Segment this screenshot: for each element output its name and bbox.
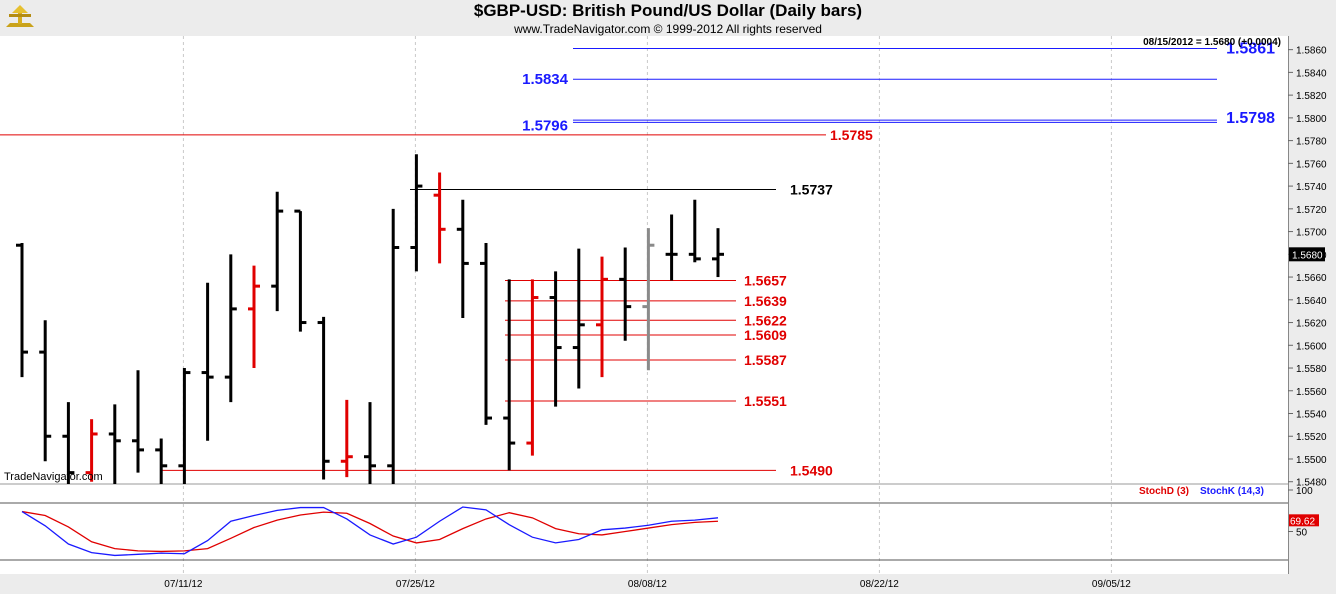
y-tick-label: 1.5520 — [1296, 432, 1327, 443]
price-level-label: 1.5785 — [830, 127, 873, 143]
stoch-current-label: 69.62 — [1290, 516, 1315, 527]
ohlc-bar — [155, 438, 168, 484]
y-tick-label: 1.5560 — [1296, 387, 1327, 398]
ohlc-bar — [642, 228, 655, 371]
ohlc-bar — [503, 279, 516, 471]
y-tick-label: 1.5700 — [1296, 228, 1327, 239]
price-level-label: 1.5587 — [744, 352, 787, 368]
price-plot-area — [0, 36, 1288, 484]
ohlc-bar — [387, 208, 400, 484]
y-tick-label: 1.5640 — [1296, 296, 1327, 307]
ohlc-bar — [85, 419, 98, 482]
ohlc-bar — [340, 399, 353, 478]
y-tick-label: 1.5620 — [1296, 319, 1327, 330]
y-tick-label: 1.5720 — [1296, 205, 1327, 216]
stoch-y-tick-label: 100 — [1296, 486, 1313, 497]
price-level-label: 1.5609 — [744, 327, 787, 343]
y-tick-label: 1.5540 — [1296, 410, 1327, 421]
watermark-text: TradeNavigator.com — [4, 471, 103, 483]
price-level-label: 1.5796 — [522, 117, 568, 134]
ohlc-bar — [712, 228, 724, 278]
ohlc-bar — [248, 265, 260, 369]
stoch-y-tick-label: 50 — [1296, 528, 1308, 539]
last-quote-label: 08/15/2012 = 1.5680 (+0.0004) — [1143, 37, 1281, 48]
ohlc-bar — [549, 271, 562, 407]
ohlc-bar — [665, 214, 678, 281]
copyright-text: www.TradeNavigator.com © 1999-2012 All r… — [514, 22, 822, 36]
price-level-label: 1.5551 — [744, 393, 787, 409]
price-level-label: 1.5657 — [744, 272, 787, 288]
price-level-label: 1.5861 — [1226, 41, 1275, 58]
stoch-k-line — [21, 506, 719, 557]
ohlc-bar — [410, 154, 423, 272]
price-level-label: 1.5639 — [744, 293, 787, 309]
x-tick-label: 07/11/12 — [164, 579, 203, 590]
y-tick-label: 1.5820 — [1296, 91, 1327, 102]
chart-title: $GBP-USD: British Pound/US Dollar (Daily… — [473, 1, 863, 20]
y-tick-label: 1.5780 — [1296, 137, 1327, 148]
ohlc-bar — [526, 279, 539, 456]
ohlc-bar — [688, 199, 701, 263]
ohlc-bar — [178, 368, 191, 484]
ohlc-bar — [132, 370, 144, 473]
y-tick-label: 1.5760 — [1296, 159, 1327, 170]
x-tick-label: 09/05/12 — [1092, 579, 1131, 590]
y-tick-label: 1.5740 — [1296, 182, 1327, 193]
ohlc-bar — [62, 402, 75, 484]
ohlc-bar — [364, 402, 376, 484]
y-tick-label: 1.5860 — [1296, 46, 1327, 57]
tradenavigator-logo-icon — [3, 3, 37, 31]
stoch-current-marker — [1289, 514, 1319, 527]
price-level-label: 1.5490 — [790, 462, 833, 478]
ohlc-bar — [201, 282, 214, 441]
current-price-label: 1.5680 — [1292, 250, 1323, 261]
price-level-label: 1.5622 — [744, 312, 787, 328]
ohlc-bar — [39, 320, 52, 462]
y-tick-label: 1.5580 — [1296, 364, 1327, 375]
ohlc-bar — [572, 248, 585, 389]
ohlc-bar — [480, 242, 492, 425]
y-tick-label: 1.5800 — [1296, 114, 1327, 125]
y-tick-label: 1.5500 — [1296, 455, 1327, 466]
price-level-label: 1.5737 — [790, 182, 833, 198]
ohlc-bar — [619, 247, 632, 341]
ohlc-bar — [433, 172, 446, 264]
ohlc-bar — [596, 256, 608, 378]
x-tick-label: 08/22/12 — [860, 579, 899, 590]
price-level-label: 1.5798 — [1226, 110, 1275, 127]
price-level-label: 1.5834 — [522, 71, 569, 88]
ohlc-bar — [224, 254, 237, 403]
current-price-marker — [1289, 247, 1325, 262]
stoch-d-legend: StochD (3) — [1139, 486, 1189, 497]
y-tick-label: 1.5840 — [1296, 68, 1327, 79]
ohlc-bar — [294, 209, 307, 332]
y-tick-label: 1.5600 — [1296, 341, 1327, 352]
ohlc-bar — [108, 404, 121, 484]
ohlc-bar — [317, 316, 330, 480]
y-tick-label: 1.5660 — [1296, 273, 1327, 284]
ohlc-bar — [456, 199, 469, 318]
x-tick-label: 07/25/12 — [396, 579, 435, 590]
stoch-d-line — [21, 510, 719, 553]
ohlc-bar — [271, 191, 284, 312]
x-tick-label: 08/08/12 — [628, 579, 667, 590]
ohlc-bar — [16, 242, 28, 378]
y-tick-label: 1.5480 — [1296, 478, 1327, 489]
stoch-k-legend: StochK (14,3) — [1200, 486, 1264, 497]
